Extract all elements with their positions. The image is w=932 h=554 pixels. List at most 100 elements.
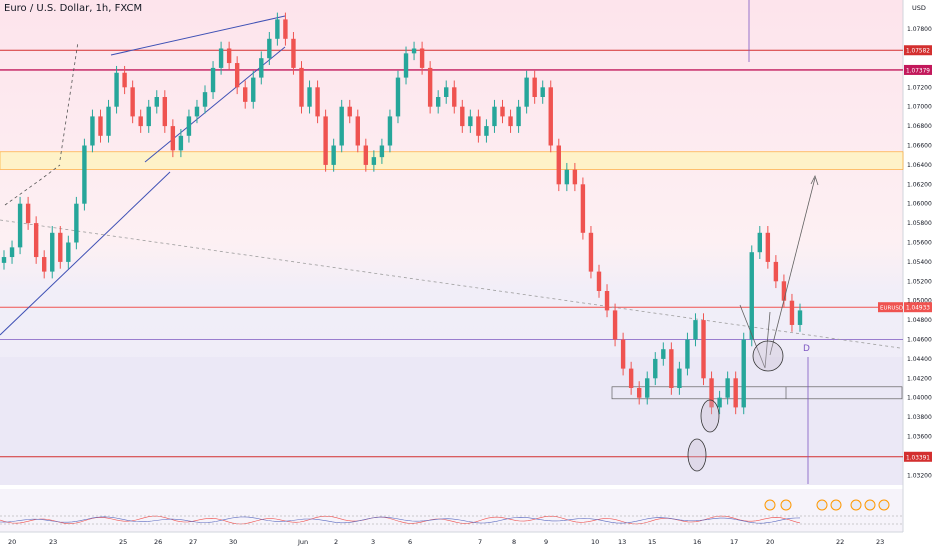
candle-body xyxy=(612,310,618,340)
price-badge-label: 1.03391 xyxy=(906,455,930,461)
x-tick-label: 10 xyxy=(591,538,599,546)
candle-body xyxy=(580,184,586,233)
candle-body xyxy=(749,252,754,340)
candle-body xyxy=(58,232,63,262)
candle-body xyxy=(226,48,232,64)
candle-body xyxy=(620,339,626,369)
symbol-badge xyxy=(878,302,903,313)
projection-arrow-head xyxy=(810,174,819,186)
candle-body xyxy=(757,232,762,253)
candle-body xyxy=(773,261,779,282)
candle-body xyxy=(460,106,465,127)
x-tick-label: 20 xyxy=(766,538,774,546)
candle-body xyxy=(122,72,127,88)
event-icon xyxy=(878,499,890,511)
candle-body xyxy=(693,320,698,340)
x-tick-label: 15 xyxy=(648,538,656,546)
chart-title: Euro / U.S. Dollar, 1h, FXCM xyxy=(4,3,143,14)
candle-body xyxy=(347,106,352,117)
candle-body xyxy=(275,19,280,39)
y-tick-label: 1.06400 xyxy=(907,162,932,169)
candle-body xyxy=(701,320,706,379)
candle-body xyxy=(395,77,401,117)
candle-body xyxy=(50,232,55,272)
candle-body xyxy=(130,87,135,117)
candle-body xyxy=(524,77,529,107)
x-tick-label: 13 xyxy=(618,538,626,546)
candle-body xyxy=(387,116,393,146)
candle-body xyxy=(363,145,369,165)
candle-body xyxy=(564,169,570,185)
candle-body xyxy=(741,339,746,408)
candle-body xyxy=(259,58,264,78)
candle-body xyxy=(170,126,176,151)
candle-body xyxy=(765,232,771,262)
candle-body xyxy=(548,87,553,146)
candle-body xyxy=(42,257,47,272)
y-tick-label: 1.04800 xyxy=(907,317,932,324)
price-badge xyxy=(904,45,932,56)
candle-body xyxy=(645,378,650,398)
x-tick-label: 22 xyxy=(836,538,844,546)
y-tick-label: 1.04600 xyxy=(907,337,932,344)
candle-body xyxy=(186,116,192,136)
candle-body xyxy=(572,169,578,185)
y-tick-label: 1.03600 xyxy=(907,434,932,441)
x-tick-label: 20 xyxy=(8,538,16,546)
candle-body xyxy=(355,116,360,146)
candle-body xyxy=(797,310,803,325)
candle-body xyxy=(781,281,787,301)
candle-body xyxy=(106,106,111,136)
y-tick-label: 1.05400 xyxy=(907,259,932,266)
candle-body xyxy=(17,203,23,248)
candle-body xyxy=(379,145,385,158)
lower-zone xyxy=(0,357,903,485)
event-icon xyxy=(764,499,776,511)
event-icon xyxy=(864,499,876,511)
x-tick-label: 16 xyxy=(693,538,701,546)
y-tick-label: 1.05200 xyxy=(907,278,932,285)
y-tick-label: 1.05800 xyxy=(907,220,932,227)
price-badge xyxy=(904,302,932,313)
x-tick-label: 30 xyxy=(229,538,237,546)
candle-body xyxy=(307,87,312,107)
candle-body xyxy=(725,378,730,398)
price-badge xyxy=(904,64,932,75)
x-tick-label: 3 xyxy=(371,538,375,546)
candle-body xyxy=(733,378,738,408)
event-icon xyxy=(830,499,842,511)
y-tick-label: 1.05000 xyxy=(907,298,932,305)
candle-body xyxy=(114,72,119,107)
price-badge-label: 1.04933 xyxy=(906,306,930,312)
price-axis-panel xyxy=(903,0,932,550)
currency-label: USD xyxy=(912,4,926,12)
highlight-circle xyxy=(700,399,720,433)
candle-body xyxy=(162,97,168,127)
symbol-badge-label: EURUSD xyxy=(880,306,903,312)
candle-body xyxy=(685,339,690,369)
candle-body xyxy=(339,106,344,146)
candle-body xyxy=(331,145,336,165)
candle-body xyxy=(243,87,248,102)
candle-body xyxy=(194,106,200,117)
candle-body xyxy=(146,106,151,127)
candle-body xyxy=(202,92,208,107)
resistance-zone xyxy=(0,151,904,170)
candle-body xyxy=(234,63,240,88)
candle-body xyxy=(500,106,505,117)
y-tick-label: 1.03800 xyxy=(907,414,932,421)
candle-body xyxy=(419,48,425,68)
x-tick-label: 17 xyxy=(730,538,738,546)
candle-body xyxy=(251,77,256,102)
candle-body xyxy=(138,116,143,127)
candle-body xyxy=(492,106,497,127)
y-tick-label: 1.07000 xyxy=(907,104,932,111)
annotation-label: D xyxy=(803,344,810,354)
candle-body xyxy=(669,349,674,388)
candle-body xyxy=(154,97,159,107)
candle-body xyxy=(789,300,795,325)
candle-body xyxy=(82,145,87,204)
candle-body xyxy=(484,126,489,136)
